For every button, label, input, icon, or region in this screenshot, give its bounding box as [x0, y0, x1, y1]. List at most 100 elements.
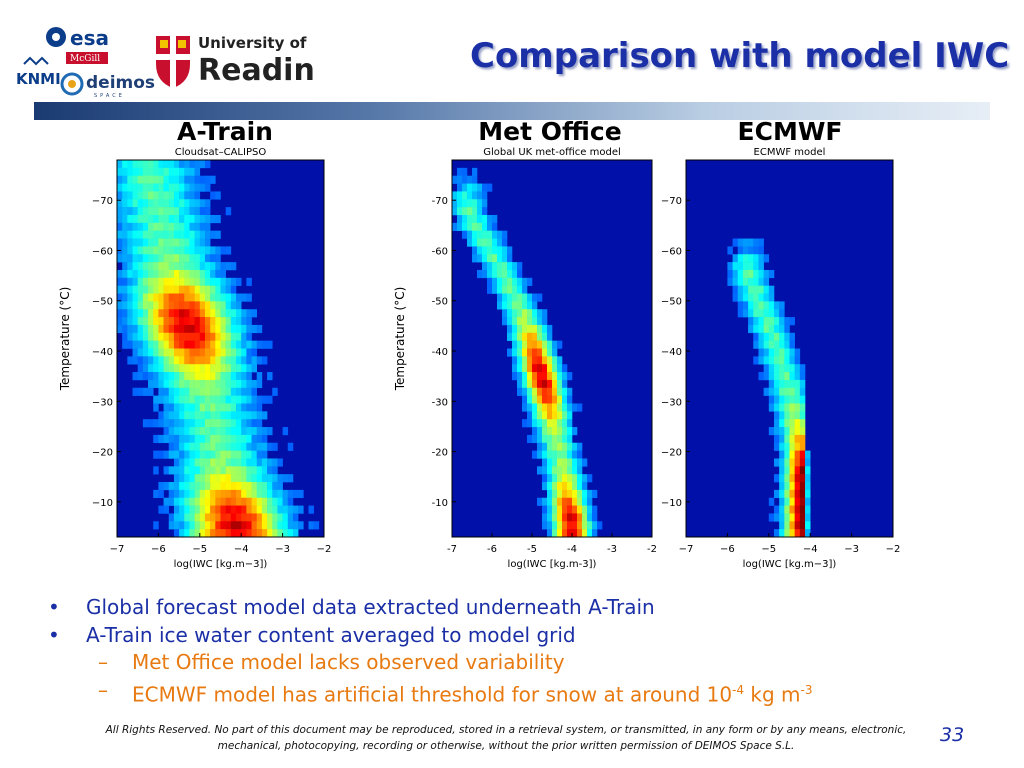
heatmap-cell [204, 348, 211, 357]
heatmap-cell [230, 387, 237, 396]
heatmap-cell [230, 332, 237, 341]
heatmap-cell [272, 442, 278, 451]
heatmap-cell [158, 434, 164, 444]
heatmap-cell [210, 332, 216, 341]
heatmap-cell [230, 427, 237, 436]
heatmap-cell [127, 199, 133, 208]
heatmap-cell [482, 262, 488, 271]
heatmap-cell [173, 183, 180, 192]
heatmap-cell [189, 340, 195, 349]
heatmap-cell [179, 285, 185, 294]
heatmap-cell [773, 513, 780, 522]
heatmap-cell [537, 372, 543, 381]
heatmap-cell [194, 356, 201, 365]
heatmap-cell [179, 269, 185, 279]
heatmap-cell [158, 238, 164, 247]
heatmap-cell [215, 434, 221, 444]
deimos-logo: deimos SPACE [60, 72, 155, 99]
heatmap-cell [517, 317, 523, 326]
heatmap-cell [122, 340, 128, 349]
heatmap-cell [179, 497, 185, 506]
heatmap-cell [246, 529, 252, 538]
heatmap-cell [173, 222, 180, 231]
heatmap-cell [753, 285, 759, 294]
heatmap-cell [292, 505, 299, 514]
heatmap-cell [173, 160, 180, 169]
heatmap-cell [582, 505, 588, 514]
x-tick-label: −5 [192, 544, 207, 555]
heatmap-cell [184, 167, 190, 176]
heatmap-cell [542, 497, 548, 506]
heatmap-cell [117, 317, 123, 326]
heatmap-cell [189, 434, 195, 444]
heatmap-cell [153, 301, 159, 310]
sub-bullet-dash: – [98, 650, 108, 674]
heatmap-cell [277, 489, 283, 499]
heatmap-cell [779, 309, 785, 318]
heatmap-cell [768, 332, 775, 341]
heatmap-cell [241, 309, 247, 318]
heatmap-cell [236, 332, 242, 341]
heatmap-cell [784, 529, 790, 538]
heatmap-cell [179, 222, 185, 231]
heatmap-cell [158, 489, 164, 499]
heatmap-cell [784, 489, 790, 499]
heatmap-cell [210, 348, 216, 357]
heatmap-cell [763, 364, 770, 373]
heatmap-cell [773, 529, 780, 538]
heatmap-cell [748, 324, 754, 334]
heatmap-cell [163, 379, 170, 389]
heatmap-cell [277, 529, 283, 538]
heatmap-cell [142, 199, 149, 208]
heatmap-cell [768, 309, 775, 318]
heatmap-cell [562, 482, 568, 491]
x-tick-label: −7 [110, 544, 125, 555]
heatmap-cell [753, 269, 759, 279]
heatmap-cell [452, 175, 458, 184]
heatmap-cell [261, 411, 268, 420]
y-tick-label: -70 [432, 196, 448, 207]
heatmap-cell [163, 238, 170, 247]
heatmap-cell [532, 293, 538, 302]
heatmap-cell [261, 497, 268, 506]
heatmap-cell [246, 293, 252, 302]
heatmap-cell [267, 427, 273, 436]
heatmap-cell [292, 513, 299, 522]
heatmap-cell [215, 301, 221, 310]
y-tick-label: −10 [661, 498, 682, 509]
heatmap-cell [251, 379, 258, 389]
heatmap-cell [168, 222, 175, 231]
heatmap-cell [173, 167, 180, 176]
heatmap-cell [210, 269, 216, 279]
heatmap-cell [215, 262, 221, 271]
heatmap-cell [127, 269, 133, 279]
heatmap-cell [287, 529, 294, 538]
exponent: -3 [800, 682, 813, 697]
heatmap-cell [472, 230, 478, 239]
heatmap-cell [236, 482, 242, 491]
x-axis-label: log(IWC [kg.m-3]) [508, 559, 597, 570]
heatmap-cell [220, 403, 226, 412]
heatmap-cell [184, 293, 190, 302]
heatmap-cell [179, 372, 185, 381]
heatmap-cell [547, 356, 553, 365]
heatmap-cell [204, 403, 211, 412]
heatmap-cell [142, 277, 149, 286]
heatmap-cell [184, 489, 190, 499]
heatmap-cell [117, 301, 123, 310]
heatmap-cell [773, 379, 780, 389]
heatmap-cell [122, 230, 128, 239]
heatmap-cell [256, 324, 263, 334]
heatmap-cell [199, 513, 206, 522]
heatmap-cell [542, 419, 548, 428]
heatmap-cell [784, 332, 790, 341]
heatmap-cell [189, 207, 195, 216]
heatmap-cell [241, 497, 247, 506]
heatmap-cell [122, 207, 128, 216]
heatmap-cell [261, 340, 268, 349]
heatmap-cell [225, 285, 232, 294]
heatmap-cell [132, 246, 138, 255]
heatmap-cell [127, 293, 133, 302]
heatmap-cell [137, 340, 144, 349]
heatmap-cell [210, 277, 216, 286]
